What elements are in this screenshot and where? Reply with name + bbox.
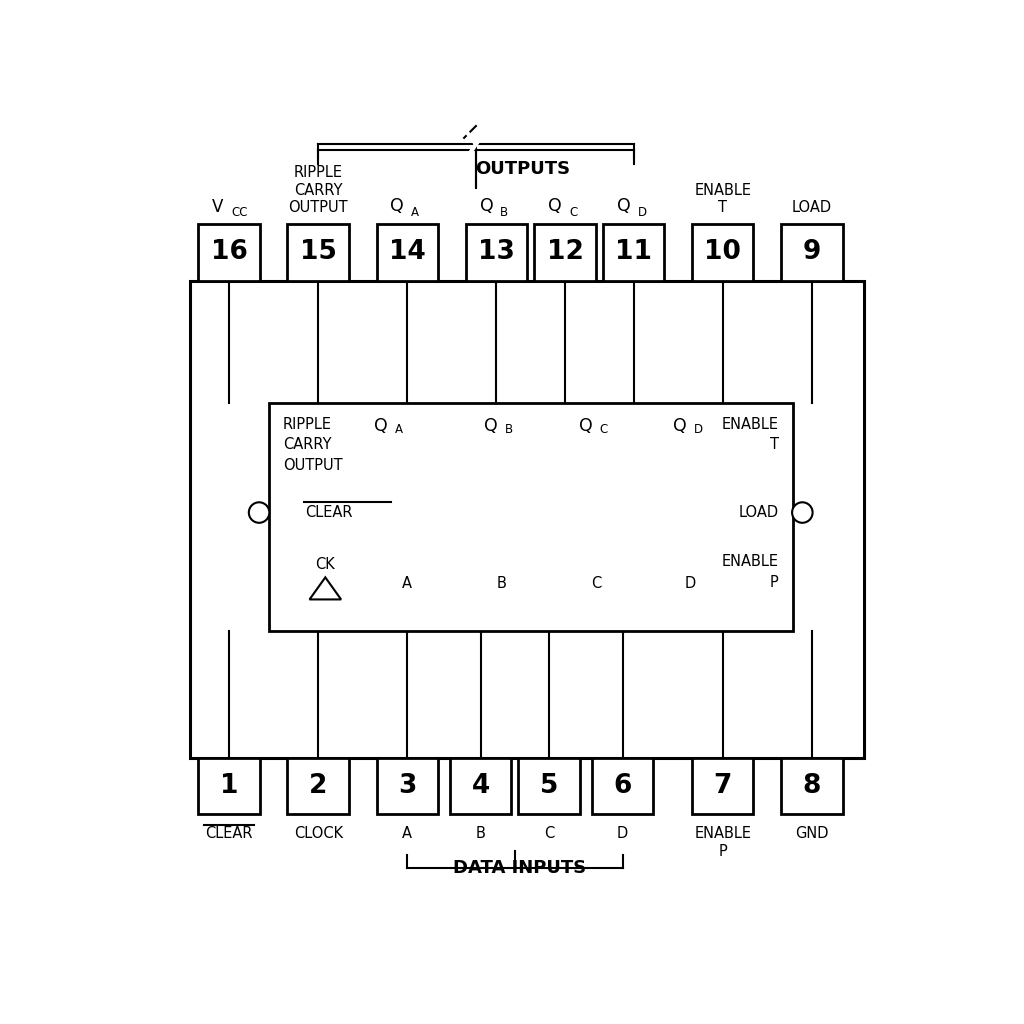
Text: 3: 3 — [398, 773, 417, 799]
Text: ENABLE: ENABLE — [722, 554, 778, 569]
Text: 15: 15 — [300, 240, 337, 265]
Text: 9: 9 — [803, 240, 821, 265]
Text: D: D — [638, 206, 647, 219]
Text: D: D — [616, 826, 628, 841]
Bar — [692, 758, 754, 814]
Text: P: P — [718, 845, 727, 859]
Text: B: B — [476, 826, 485, 841]
Text: Q: Q — [616, 198, 631, 215]
Text: D: D — [685, 577, 696, 591]
Text: 8: 8 — [803, 773, 821, 799]
Bar — [603, 224, 665, 281]
Text: B: B — [501, 206, 509, 219]
Bar — [377, 758, 438, 814]
Bar — [288, 758, 349, 814]
Text: ENABLE: ENABLE — [722, 417, 778, 432]
Text: GND: GND — [795, 826, 828, 841]
Text: C: C — [591, 577, 601, 591]
Text: Q: Q — [484, 417, 498, 435]
Text: DATA INPUTS: DATA INPUTS — [453, 859, 586, 877]
Text: C: C — [600, 423, 608, 435]
Text: CLEAR: CLEAR — [305, 505, 353, 520]
Text: 1: 1 — [220, 773, 239, 799]
Text: Q: Q — [674, 417, 687, 435]
Text: D: D — [694, 423, 703, 435]
Text: 14: 14 — [389, 240, 426, 265]
Text: CLOCK: CLOCK — [294, 826, 343, 841]
Text: LOAD: LOAD — [792, 200, 831, 215]
Text: A: A — [401, 577, 412, 591]
Text: 6: 6 — [613, 773, 632, 799]
Text: CLEAR: CLEAR — [206, 826, 253, 841]
Text: 10: 10 — [705, 240, 741, 265]
Text: CARRY: CARRY — [294, 183, 342, 198]
Text: V: V — [211, 198, 223, 216]
Bar — [199, 758, 260, 814]
Text: 2: 2 — [309, 773, 328, 799]
Text: CC: CC — [231, 206, 248, 219]
Text: Q: Q — [374, 417, 388, 435]
Bar — [199, 224, 260, 281]
Text: B: B — [497, 577, 506, 591]
Text: RIPPLE: RIPPLE — [283, 417, 332, 432]
Text: RIPPLE: RIPPLE — [294, 166, 343, 180]
Bar — [535, 224, 596, 281]
Bar — [288, 224, 349, 281]
Text: A: A — [394, 423, 402, 435]
Text: 11: 11 — [615, 240, 652, 265]
Text: T: T — [770, 437, 778, 453]
Bar — [781, 224, 843, 281]
Text: LOAD: LOAD — [738, 505, 778, 520]
Bar — [268, 402, 793, 632]
Text: 12: 12 — [547, 240, 584, 265]
Text: A: A — [402, 826, 413, 841]
Polygon shape — [309, 578, 341, 599]
Text: 13: 13 — [478, 240, 515, 265]
Text: OUTPUTS: OUTPUTS — [475, 160, 570, 177]
Text: A: A — [412, 206, 419, 219]
Text: T: T — [718, 200, 727, 215]
Circle shape — [793, 503, 813, 523]
Text: OUTPUT: OUTPUT — [289, 200, 348, 215]
Bar — [518, 758, 580, 814]
Text: OUTPUT: OUTPUT — [283, 458, 342, 473]
Text: CK: CK — [315, 557, 335, 571]
Bar — [189, 281, 864, 758]
Text: ENABLE: ENABLE — [694, 826, 752, 841]
Text: Q: Q — [579, 417, 593, 435]
Bar — [466, 224, 527, 281]
Text: Q: Q — [548, 198, 562, 215]
Text: Q: Q — [390, 198, 404, 215]
Text: 16: 16 — [211, 240, 248, 265]
Text: C: C — [544, 826, 554, 841]
Circle shape — [249, 503, 269, 523]
Text: P: P — [770, 574, 778, 590]
Text: ENABLE: ENABLE — [694, 183, 752, 198]
Text: Q: Q — [479, 198, 494, 215]
Bar — [781, 758, 843, 814]
Text: 4: 4 — [471, 773, 489, 799]
Text: 5: 5 — [540, 773, 558, 799]
Bar — [450, 758, 511, 814]
Bar — [592, 758, 653, 814]
Text: C: C — [569, 206, 578, 219]
Text: 7: 7 — [714, 773, 732, 799]
Text: CARRY: CARRY — [283, 437, 331, 453]
Bar — [692, 224, 754, 281]
Bar — [377, 224, 438, 281]
Text: B: B — [505, 423, 513, 435]
